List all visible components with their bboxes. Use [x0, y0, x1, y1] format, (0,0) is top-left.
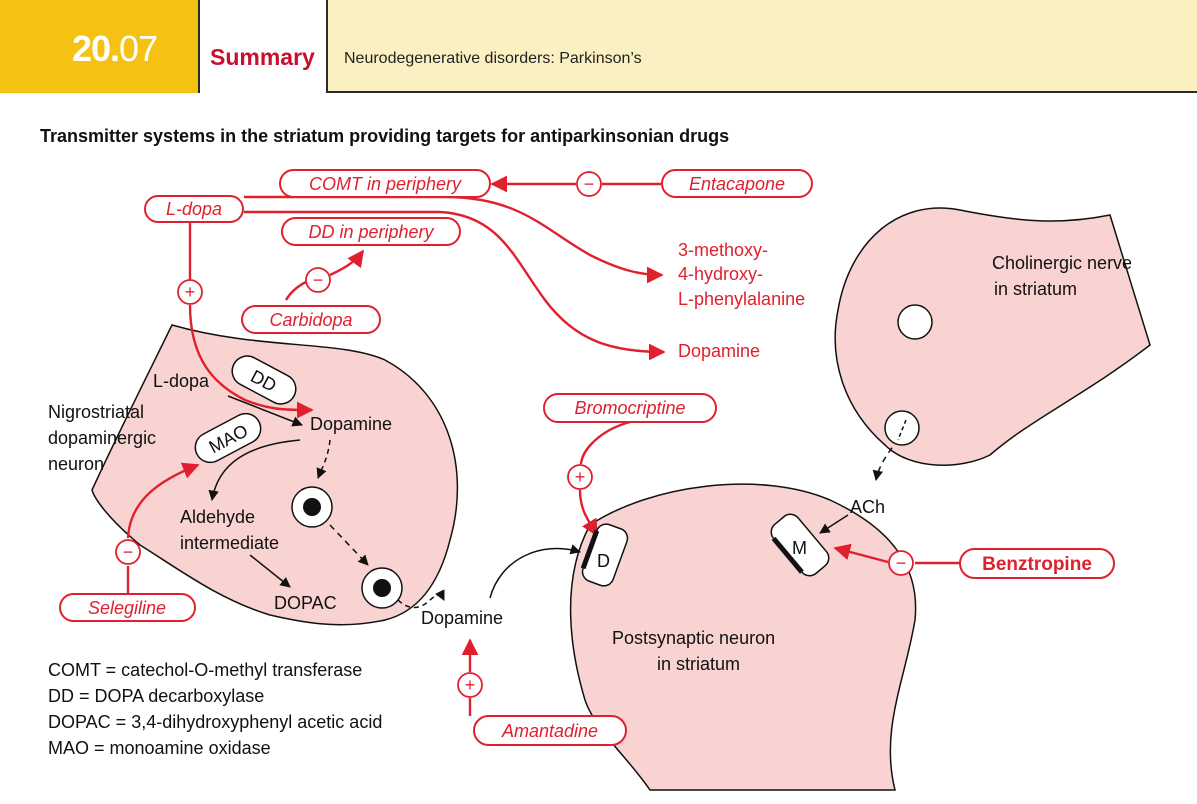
- legend-item: DD = DOPA decarboxylase: [48, 686, 265, 706]
- minus-symbol-entacapone: −: [576, 171, 602, 197]
- page-header: 20.07 Summary Neurodegenerative disorder…: [0, 0, 1197, 93]
- abbreviation-legend: COMT = catechol-O-methyl transferase DD …: [48, 657, 382, 761]
- svg-text:+: +: [575, 467, 586, 487]
- legend-item: MAO = monoamine oxidase: [48, 738, 271, 758]
- svg-text:−: −: [584, 174, 595, 194]
- methoxy-label-1: 3-methoxy-: [678, 240, 768, 260]
- neuron-name-1: Nigrostriatal: [48, 402, 144, 422]
- dd-enzyme-pill: DD: [231, 355, 297, 405]
- amantadine-pill: Amantadine: [473, 715, 627, 746]
- legend-item: DOPAC = 3,4-dihydroxyphenyl acetic acid: [48, 712, 383, 732]
- ach-label: ACh: [850, 497, 885, 517]
- summary-tab: Summary: [200, 0, 328, 93]
- svg-text:Entacapone: Entacapone: [689, 174, 785, 194]
- muscarinic-receptor: [770, 513, 830, 577]
- aldehyde-label-1: Aldehyde: [180, 507, 255, 527]
- svg-text:Benztropine: Benztropine: [982, 554, 1092, 575]
- ldopa-pill: L-dopa: [144, 195, 244, 223]
- dopamine-receptor: [580, 523, 629, 587]
- entacapone-pill: Entacapone: [661, 169, 813, 198]
- svg-text:Bromocriptine: Bromocriptine: [574, 398, 685, 418]
- svg-text:+: +: [185, 282, 196, 302]
- peripheral-dopamine-label: Dopamine: [678, 341, 760, 361]
- cholinergic-label-2: in striatum: [994, 279, 1077, 299]
- methoxy-label-3: L-phenylalanine: [678, 289, 805, 309]
- postsynaptic-neuron-cell: [569, 483, 917, 791]
- nigrostriatal-neuron-cell: [91, 324, 459, 626]
- neuron-name-2: dopaminergic: [48, 428, 156, 448]
- dopac-label: DOPAC: [274, 593, 337, 613]
- vesicle-2: [361, 567, 403, 609]
- svg-text:−: −: [123, 542, 134, 562]
- postsynaptic-label-1: Postsynaptic neuron: [612, 628, 775, 648]
- svg-text:+: +: [465, 675, 476, 695]
- minus-symbol-benztropine: −: [888, 550, 914, 576]
- receptor-d-label: D: [597, 551, 610, 571]
- plus-symbol-bromocriptine: +: [567, 464, 593, 490]
- selegiline-pill: Selegiline: [59, 593, 196, 622]
- peripheral-pathways: [126, 175, 960, 716]
- svg-text:DD in periphery: DD in periphery: [308, 222, 434, 242]
- vesicle-1: [291, 486, 333, 528]
- svg-text:Selegiline: Selegiline: [88, 598, 166, 618]
- topic-box: Neurodegenerative disorders: Parkinson’s: [328, 0, 1197, 93]
- neuron-dopamine-label: Dopamine: [310, 414, 392, 434]
- svg-text:L-dopa: L-dopa: [166, 199, 222, 219]
- postsynaptic-label-2: in striatum: [657, 654, 740, 674]
- svg-text:−: −: [896, 553, 907, 573]
- cholinergic-label-1: Cholinergic nerve: [992, 253, 1132, 273]
- diagram-title: Transmitter systems in the striatum prov…: [40, 126, 730, 146]
- svg-text:COMT in periphery: COMT in periphery: [309, 174, 462, 194]
- plus-symbol-amantadine: +: [457, 672, 483, 698]
- aldehyde-label-2: intermediate: [180, 533, 279, 553]
- legend-item: COMT = catechol-O-methyl transferase: [48, 660, 363, 680]
- neuron-name-3: neuron: [48, 454, 104, 474]
- section-number-box: 20.07: [0, 0, 200, 93]
- minus-symbol-selegiline: −: [115, 539, 141, 565]
- topic-title: Neurodegenerative disorders: Parkinson’s: [344, 50, 642, 67]
- synaptic-dopamine-label: Dopamine: [421, 608, 503, 628]
- svg-text:Amantadine: Amantadine: [501, 721, 598, 741]
- comt-periphery-pill: COMT in periphery: [279, 169, 491, 198]
- cholinergic-nerve-cell: [834, 207, 1151, 466]
- neuron-ldopa-label: L-dopa: [153, 371, 210, 391]
- carbidopa-pill: Carbidopa: [241, 305, 381, 334]
- svg-text:−: −: [313, 270, 324, 290]
- bromocriptine-pill: Bromocriptine: [543, 393, 717, 423]
- methoxy-label-2: 4-hydroxy-: [678, 264, 763, 284]
- dd-periphery-pill: DD in periphery: [281, 217, 461, 246]
- summary-label: Summary: [210, 44, 315, 70]
- minus-symbol-carbidopa: −: [305, 267, 331, 293]
- benztropine-pill: Benztropine: [959, 548, 1115, 579]
- svg-text:Carbidopa: Carbidopa: [269, 310, 352, 330]
- plus-symbol-ldopa: +: [177, 279, 203, 305]
- receptor-m-label: M: [792, 538, 807, 558]
- cholinergic-vesicle-1: [897, 304, 933, 340]
- section-number: 20.07: [72, 28, 158, 69]
